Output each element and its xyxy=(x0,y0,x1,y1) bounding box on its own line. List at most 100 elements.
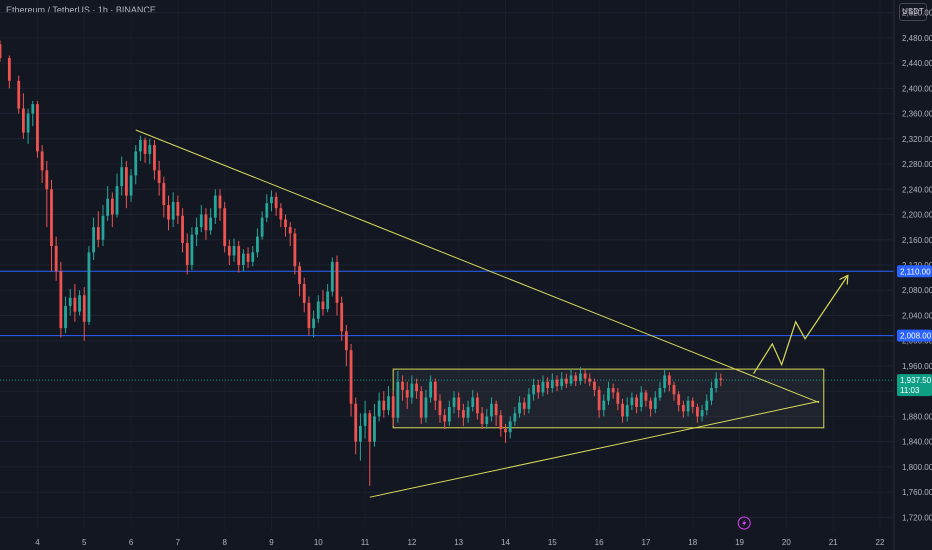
candle-body xyxy=(251,252,255,262)
candle-body xyxy=(349,350,353,404)
candle-body xyxy=(490,403,493,417)
candle-body xyxy=(143,140,147,154)
current-price-tag xyxy=(897,374,932,397)
x-tick-label: 16 xyxy=(595,538,604,547)
candle-body xyxy=(307,302,311,329)
candle-body xyxy=(335,261,339,303)
candle-body xyxy=(330,261,334,292)
x-tick-label: 9 xyxy=(269,538,274,547)
candle-body xyxy=(485,416,489,424)
candle-body xyxy=(588,378,592,382)
candle-body xyxy=(59,271,63,329)
candle-body xyxy=(0,44,2,59)
candles xyxy=(0,40,723,486)
y-tick-label: 2,360.00 xyxy=(902,110,932,119)
candle-body xyxy=(265,203,269,218)
candle-body xyxy=(639,392,643,407)
candle-body xyxy=(461,410,465,418)
candle-body xyxy=(260,217,264,237)
candle-body xyxy=(405,389,409,398)
candle-body xyxy=(513,413,517,422)
candle-body xyxy=(480,413,484,424)
candle-body xyxy=(232,246,236,256)
candle-body xyxy=(312,318,316,329)
candle-body xyxy=(64,306,67,329)
y-tick-label: 2,440.00 xyxy=(902,59,932,68)
y-tick-label: 2,080.00 xyxy=(902,286,932,295)
candle-body xyxy=(246,253,250,262)
projection-arrow[interactable] xyxy=(753,276,848,374)
candle-body xyxy=(162,182,166,206)
candle-body xyxy=(124,167,128,196)
y-tick-label: 2,240.00 xyxy=(902,185,932,194)
candle-body xyxy=(597,389,601,411)
candle-body xyxy=(115,186,119,215)
candle-body xyxy=(401,381,404,390)
currency-button[interactable]: USDT xyxy=(899,3,927,21)
candle-body xyxy=(199,214,203,228)
horizontal-levels xyxy=(0,270,894,381)
candle-body xyxy=(321,301,325,310)
candle-body xyxy=(494,403,498,416)
candle-body xyxy=(550,379,554,389)
candle-body xyxy=(452,397,456,407)
x-tick-label: 17 xyxy=(641,538,650,547)
candle-body xyxy=(419,391,423,418)
candle-body xyxy=(672,384,676,395)
time-axis: 4 5 6 7 8 9 10 11 12 13 14 15 16 17 18 19 20 21 22 xyxy=(35,538,885,547)
x-tick-label: 5 xyxy=(82,538,87,547)
candle-body xyxy=(466,406,470,418)
candle-body xyxy=(691,400,695,407)
y-tick-label: 2,280.00 xyxy=(902,160,932,169)
candle-body xyxy=(373,416,376,442)
lightning-icon[interactable] xyxy=(737,516,751,530)
candle-body xyxy=(667,375,671,385)
x-tick-label: 7 xyxy=(176,538,181,547)
candle-body xyxy=(54,246,58,272)
x-tick-label: 22 xyxy=(876,538,885,547)
x-tick-label: 18 xyxy=(688,538,697,547)
candle-body xyxy=(176,201,180,216)
candle-body xyxy=(593,381,596,390)
candle-body xyxy=(209,217,213,231)
candle-body xyxy=(653,397,657,409)
candle-body xyxy=(438,400,442,416)
candle-body xyxy=(508,421,512,433)
candle-body xyxy=(574,375,578,382)
candle-body xyxy=(213,195,217,218)
current-price-label: 1,937.50 xyxy=(900,376,932,385)
x-tick-label: 11 xyxy=(361,538,370,547)
level-price-tag xyxy=(897,265,932,278)
y-tick-label: 2,040.00 xyxy=(902,311,932,320)
candle-body xyxy=(658,388,662,398)
candle-body xyxy=(129,175,133,196)
ascending-support-trendline[interactable] xyxy=(369,400,820,498)
candle-body xyxy=(377,400,381,417)
candle-body xyxy=(359,425,362,442)
y-tick-label: 1,760.00 xyxy=(902,488,932,497)
candle-body xyxy=(630,397,634,406)
grid xyxy=(0,12,894,518)
y-tick-label: 1,840.00 xyxy=(902,438,932,447)
candle-body xyxy=(241,253,245,265)
candle-body xyxy=(326,291,330,310)
y-tick-label: 2,400.00 xyxy=(902,84,932,93)
candle-body xyxy=(274,196,278,209)
candle-body xyxy=(471,397,475,407)
level-price-label: 2,008.00 xyxy=(900,332,932,341)
trendlines xyxy=(135,129,820,498)
x-tick-label: 10 xyxy=(314,538,323,547)
y-tick-label: 1,720.00 xyxy=(902,513,932,522)
candle-body xyxy=(625,405,629,417)
candle-body xyxy=(710,388,713,401)
candle-body xyxy=(298,266,301,284)
candle-body xyxy=(391,396,395,418)
candle-body xyxy=(424,397,428,418)
descending-resistance-trendline[interactable] xyxy=(135,129,820,404)
candle-body xyxy=(195,227,198,235)
candle-body xyxy=(700,410,704,417)
candle-body xyxy=(279,208,283,220)
candle-body xyxy=(621,403,624,417)
candle-body xyxy=(223,208,227,247)
